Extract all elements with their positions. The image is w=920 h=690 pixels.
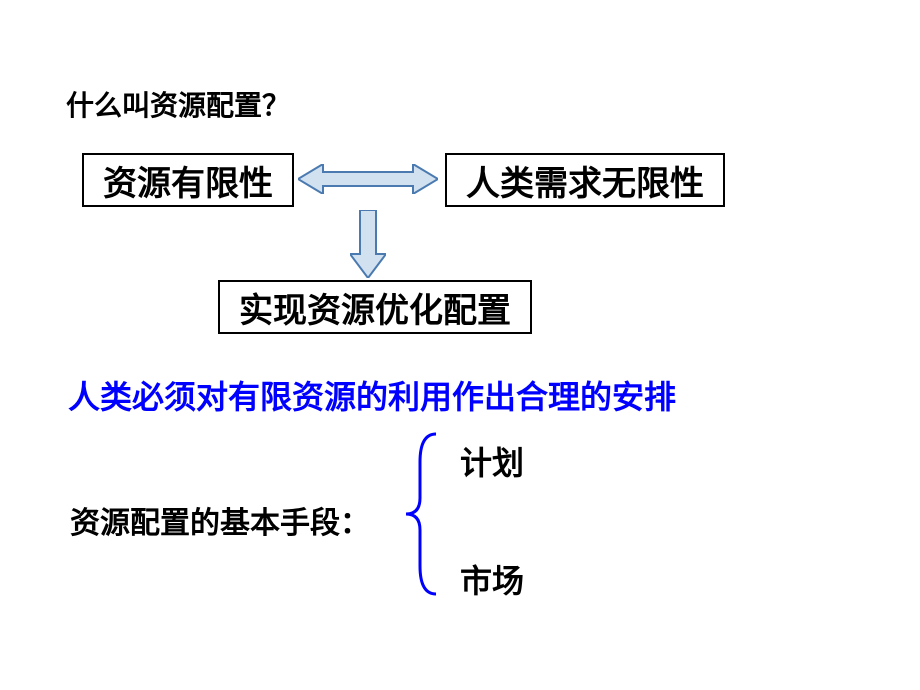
question-text: 什么叫资源配置？ xyxy=(66,84,290,124)
brace-left xyxy=(400,432,440,596)
double-arrow-horizontal xyxy=(298,164,438,194)
box-demand-unlimited: 人类需求无限性 xyxy=(445,153,725,207)
brace-path xyxy=(406,434,436,594)
statement-blue: 人类必须对有限资源的利用作出合理的安排 xyxy=(68,372,676,418)
box-resource-limited: 资源有限性 xyxy=(82,153,294,207)
means-label: 资源配置的基本手段： xyxy=(70,498,370,542)
box1-label: 资源有限性 xyxy=(103,156,273,205)
arrow-v-shape xyxy=(350,210,386,278)
arrow-vertical-down xyxy=(350,210,386,278)
box2-label: 人类需求无限性 xyxy=(466,156,704,205)
box3-label: 实现资源优化配置 xyxy=(239,283,511,332)
option-market: 市场 xyxy=(460,556,524,602)
box-optimize-allocation: 实现资源优化配置 xyxy=(218,280,532,334)
arrow-h-shape xyxy=(298,164,438,194)
option-plan: 计划 xyxy=(460,438,524,484)
